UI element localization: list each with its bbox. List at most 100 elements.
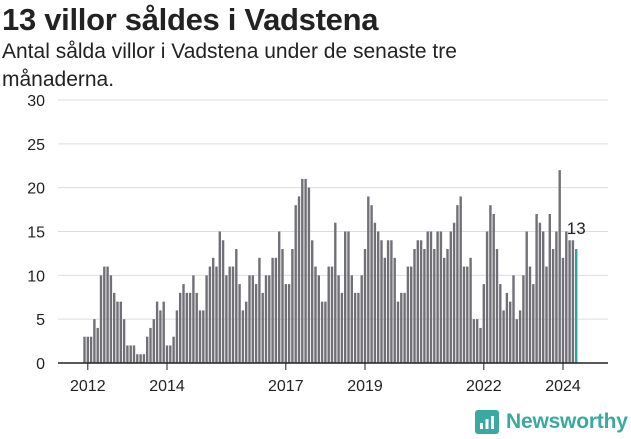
y-tick-label: 0 — [36, 356, 45, 373]
bar — [363, 249, 367, 363]
bar — [528, 266, 532, 363]
bar — [482, 284, 485, 363]
bar — [241, 310, 245, 363]
bar — [278, 231, 281, 363]
bar — [251, 275, 254, 363]
bar — [400, 292, 403, 363]
x-tick-label: 2022 — [466, 378, 502, 395]
bar — [499, 284, 502, 363]
bar — [311, 240, 314, 363]
bar — [274, 257, 278, 363]
bar — [96, 327, 99, 363]
brand-name: Newsworthy — [506, 410, 628, 433]
gridlines — [58, 99, 608, 320]
bar — [410, 266, 413, 363]
bar — [162, 301, 165, 363]
bar — [462, 266, 466, 363]
bar — [228, 266, 231, 363]
bar — [83, 336, 86, 363]
newsworthy-logo[interactable]: Newsworthy — [475, 406, 628, 438]
bar — [380, 240, 383, 363]
y-axis-labels: 0 5 10 15 20 25 30 — [27, 93, 45, 373]
bar — [122, 319, 126, 363]
bar — [538, 222, 542, 363]
bar — [146, 336, 149, 363]
bar — [231, 266, 235, 363]
bar — [113, 292, 116, 363]
bar — [337, 275, 340, 363]
bar — [221, 240, 225, 363]
bar — [103, 266, 106, 363]
bar — [155, 301, 159, 363]
bar — [413, 249, 416, 363]
bar — [509, 301, 512, 363]
bar — [182, 284, 185, 363]
bar — [142, 354, 146, 363]
bar — [198, 310, 202, 363]
bar — [571, 240, 575, 363]
bar — [426, 231, 429, 363]
y-tick-label: 15 — [27, 225, 45, 242]
bar — [472, 319, 476, 363]
bar — [86, 336, 89, 363]
bar — [360, 275, 363, 363]
bar — [505, 292, 509, 363]
bar — [235, 249, 238, 363]
bar — [218, 231, 221, 363]
bar — [403, 292, 406, 363]
bar — [149, 327, 152, 363]
bar — [225, 275, 228, 363]
y-tick-label: 25 — [27, 137, 45, 154]
bar — [116, 301, 119, 363]
bar — [159, 310, 162, 363]
y-tick-label: 30 — [27, 93, 45, 110]
bar — [245, 301, 248, 363]
bar — [535, 213, 538, 363]
bar — [542, 231, 545, 363]
bar — [212, 257, 215, 363]
bar — [485, 231, 489, 363]
bar — [307, 187, 311, 363]
bar — [406, 266, 410, 363]
bar — [119, 301, 122, 363]
bar — [456, 205, 459, 363]
bar — [317, 275, 320, 363]
bar — [188, 292, 192, 363]
bar — [532, 284, 535, 363]
bar — [373, 222, 377, 363]
bar — [568, 240, 571, 363]
bar — [344, 231, 347, 363]
bar — [489, 205, 492, 363]
bar — [396, 301, 400, 363]
bar — [208, 266, 212, 363]
bar — [334, 222, 337, 363]
x-axis: 2012 2014 2017 2019 2022 2024 — [58, 362, 608, 395]
bar — [449, 231, 452, 363]
bar — [258, 257, 261, 363]
bar — [416, 240, 419, 363]
bar — [152, 319, 155, 363]
bar — [268, 275, 271, 363]
chart-title: 13 villor såldes i Vadstena — [2, 2, 379, 37]
y-tick-label: 20 — [27, 181, 45, 198]
bar — [109, 275, 113, 363]
bar — [205, 275, 208, 363]
bar — [347, 231, 350, 363]
bar — [459, 196, 462, 363]
bar — [324, 301, 327, 363]
bar — [179, 292, 182, 363]
x-tick-label: 2024 — [545, 378, 581, 395]
bars — [83, 170, 578, 363]
bar — [330, 266, 334, 363]
bar — [202, 310, 205, 363]
bar — [436, 231, 439, 363]
bar — [439, 231, 443, 363]
bar — [545, 266, 548, 363]
bar — [353, 292, 357, 363]
bar — [291, 249, 294, 363]
chart-subtitle: Antal sålda villor i Vadstena under de s… — [2, 40, 457, 91]
bar — [192, 275, 195, 363]
bar — [281, 249, 284, 363]
bar — [561, 257, 565, 363]
